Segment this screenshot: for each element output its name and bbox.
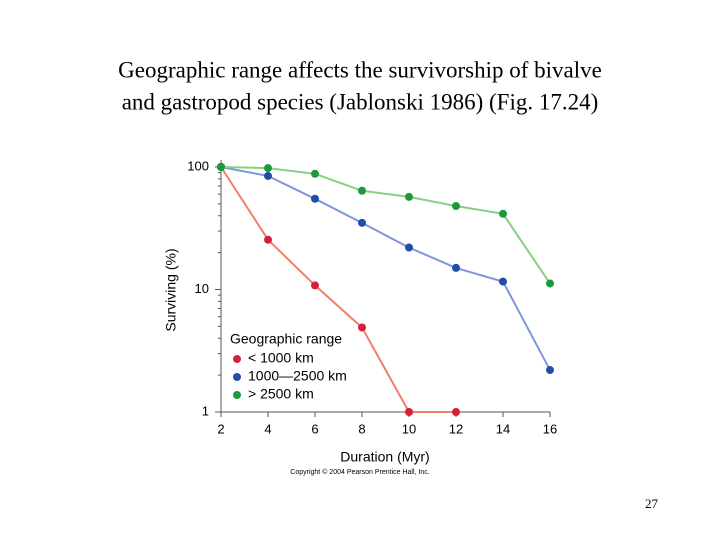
legend-label: > 2500 km	[248, 386, 314, 402]
data-point	[499, 277, 507, 286]
data-point	[405, 243, 413, 252]
title-line: and gastropod species (Jablonski 1986) (…	[122, 89, 599, 114]
data-point	[358, 218, 366, 227]
x-tick-label: 2	[217, 421, 224, 436]
data-point	[264, 171, 272, 180]
data-point	[264, 164, 272, 173]
y-axis-label: Surviving (%)	[163, 248, 179, 331]
data-point	[217, 163, 225, 171]
x-tick-label: 8	[358, 421, 365, 436]
legend-title: Geographic range	[230, 331, 342, 347]
data-point	[264, 235, 272, 244]
data-point	[499, 209, 507, 218]
x-tick-label: 12	[449, 421, 463, 436]
data-point	[452, 263, 460, 272]
y-tick-label: 1	[202, 403, 209, 418]
legend-label: < 1000 km	[248, 350, 314, 366]
x-tick-label: 4	[264, 421, 271, 436]
data-point	[546, 366, 554, 375]
data-point	[546, 279, 554, 288]
legend-swatch	[233, 391, 241, 399]
data-point	[311, 194, 319, 203]
x-tick-label: 16	[543, 421, 557, 436]
page-number: 27	[645, 496, 659, 511]
x-tick-label: 10	[402, 421, 416, 436]
legend-swatch	[233, 373, 241, 381]
x-tick-label: 6	[311, 421, 318, 436]
data-point	[311, 281, 319, 290]
data-point	[405, 192, 413, 201]
data-point	[452, 202, 460, 211]
data-point	[452, 408, 460, 416]
title-line: Geographic range affects the survivorshi…	[118, 57, 602, 82]
data-point	[311, 169, 319, 178]
data-point	[358, 323, 366, 332]
x-tick-label: 14	[496, 421, 510, 436]
series-line	[220, 166, 551, 285]
series-line	[220, 166, 551, 371]
copyright: Copyright © 2004 Pearson Prentice Hall, …	[290, 468, 429, 476]
x-axis-label: Duration (Myr)	[340, 449, 429, 465]
y-tick-label: 10	[195, 281, 209, 296]
legend-swatch	[233, 355, 241, 363]
data-point	[358, 186, 366, 195]
legend-label: 1000—2500 km	[248, 368, 347, 384]
data-point	[405, 408, 413, 416]
y-tick-label: 100	[187, 158, 209, 173]
series-line	[220, 166, 456, 413]
